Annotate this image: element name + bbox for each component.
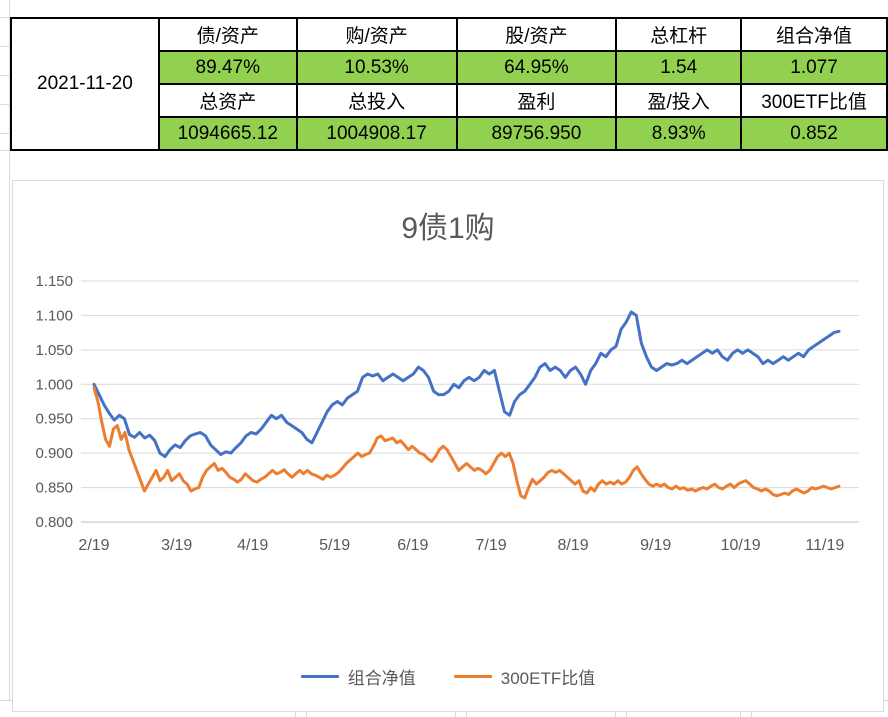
y-tick-label: 0.900 <box>35 445 73 462</box>
value-etf300-ratio[interactable]: 0.852 <box>740 116 888 151</box>
header-portfolio-nav[interactable]: 组合净值 <box>740 17 888 52</box>
legend-label-etf300-ratio: 300ETF比值 <box>500 669 596 688</box>
value-total-invested[interactable]: 1004908.17 <box>295 116 458 151</box>
header-profit[interactable]: 盈利 <box>455 83 618 118</box>
x-tick-label: 7/19 <box>476 537 507 554</box>
header-profit-over-invested[interactable]: 盈/投入 <box>615 83 743 118</box>
x-tick-label: 3/19 <box>161 537 192 554</box>
sheet-gridline <box>0 17 10 18</box>
y-tick-label: 1.150 <box>35 273 73 290</box>
value-debt-assets[interactable]: 89.47% <box>157 50 298 85</box>
x-tick-label: 4/19 <box>237 537 268 554</box>
sheet-gridline <box>0 46 10 47</box>
header-total-invested[interactable]: 总投入 <box>295 83 458 118</box>
sheet-gridline <box>0 104 10 105</box>
x-tick-label: 9/19 <box>640 537 671 554</box>
y-tick-label: 1.000 <box>35 376 73 393</box>
cell-date[interactable]: 2021-11-20 <box>10 17 160 151</box>
value-total-assets[interactable]: 1094665.12 <box>157 116 298 151</box>
x-tick-label: 2/19 <box>78 537 109 554</box>
value-profit[interactable]: 89756.950 <box>455 116 618 151</box>
value-profit-over-invested[interactable]: 8.93% <box>615 116 743 151</box>
value-call-assets[interactable]: 10.53% <box>295 50 458 85</box>
sheet-gridline <box>0 150 10 151</box>
legend-line-sample-blue <box>300 675 339 678</box>
legend-item-portfolio-nav[interactable]: 组合净值 <box>300 664 416 689</box>
value-stock-assets[interactable]: 64.95% <box>455 50 618 85</box>
header-call-assets[interactable]: 购/资产 <box>295 17 458 52</box>
y-tick-label: 0.950 <box>35 411 73 428</box>
y-tick-label: 0.800 <box>35 514 73 531</box>
chart-title: 9债1购 <box>401 212 495 245</box>
x-tick-label: 11/19 <box>805 537 844 554</box>
x-tick-label: 8/19 <box>557 537 588 554</box>
legend-item-etf300-ratio[interactable]: 300ETF比值 <box>453 664 596 689</box>
header-etf300-ratio[interactable]: 300ETF比值 <box>740 83 888 118</box>
header-debt-assets[interactable]: 债/资产 <box>157 17 298 52</box>
y-tick-label: 1.050 <box>35 342 73 359</box>
series-line-1 <box>92 386 841 500</box>
summary-table: 2021-11-20 债/资产 购/资产 股/资产 总杠杆 组合净值 89.47… <box>10 17 888 151</box>
x-tick-label: 10/19 <box>721 537 761 554</box>
header-total-assets[interactable]: 总资产 <box>157 83 298 118</box>
x-tick-label: 6/19 <box>397 537 428 554</box>
value-portfolio-nav[interactable]: 1.077 <box>740 50 888 85</box>
legend-line-sample-orange <box>453 675 492 678</box>
sheet-gridline <box>9 0 10 700</box>
sheet-gridline <box>0 133 10 134</box>
y-tick-label: 0.850 <box>35 480 73 497</box>
chart-legend: 组合净值 300ETF比值 <box>13 664 883 689</box>
sheet-gridline <box>0 75 10 76</box>
legend-label-portfolio-nav: 组合净值 <box>347 669 416 688</box>
y-tick-label: 1.100 <box>35 307 73 324</box>
x-tick-label: 5/19 <box>319 537 350 554</box>
value-total-leverage[interactable]: 1.54 <box>615 50 743 85</box>
header-stock-assets[interactable]: 股/资产 <box>455 17 618 52</box>
line-chart: 0.800 0.850 0.900 0.950 1.000 1.050 1.100 1.150… <box>35 273 859 554</box>
chart-area[interactable]: 9债1购 0.800 0.850 0.900 0.950 1.000 1.050 1.100… <box>12 180 884 712</box>
series-line-0 <box>92 310 841 459</box>
header-total-leverage[interactable]: 总杠杆 <box>615 17 743 52</box>
